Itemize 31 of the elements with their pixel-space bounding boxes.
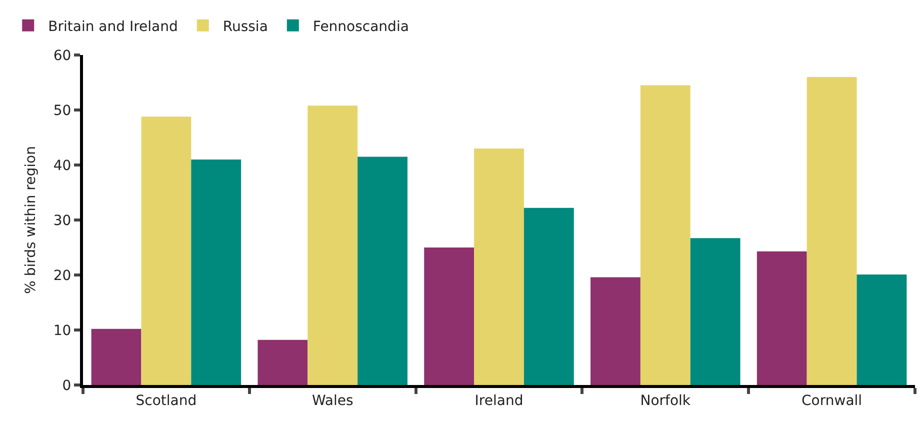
bar [590, 277, 640, 385]
y-tick-label: 50 [53, 102, 72, 119]
bar [358, 156, 408, 385]
y-tick-label: 60 [53, 48, 72, 64]
bar [91, 328, 142, 385]
bar [640, 85, 690, 385]
legend-label: Britain and Ireland [48, 18, 178, 35]
bar [524, 208, 574, 385]
x-tick-label: Norfolk [640, 392, 692, 409]
y-tick-label: 0 [62, 378, 72, 394]
bar [856, 274, 907, 385]
y-tick-label: 40 [53, 158, 72, 174]
bar [806, 77, 857, 385]
y-tick-label: 10 [53, 322, 72, 339]
bar [258, 340, 308, 385]
x-tick-label: Cornwall [802, 392, 862, 409]
y-axis-title: % birds within region [22, 146, 39, 294]
bar [308, 106, 358, 385]
bar [141, 116, 192, 385]
y-tick-label: 30 [53, 212, 72, 229]
legend-label: Russia [222, 18, 268, 35]
bar [424, 248, 474, 385]
y-tick-label: 20 [53, 268, 72, 284]
legend-label: Fennoscandia [312, 18, 409, 35]
bar [756, 251, 807, 385]
bar [474, 148, 524, 385]
x-tick-label: Scotland [136, 392, 197, 409]
x-tick-label: Ireland [474, 392, 524, 409]
bar [191, 160, 242, 385]
bar [690, 238, 740, 385]
x-tick-label: Wales [312, 392, 354, 409]
